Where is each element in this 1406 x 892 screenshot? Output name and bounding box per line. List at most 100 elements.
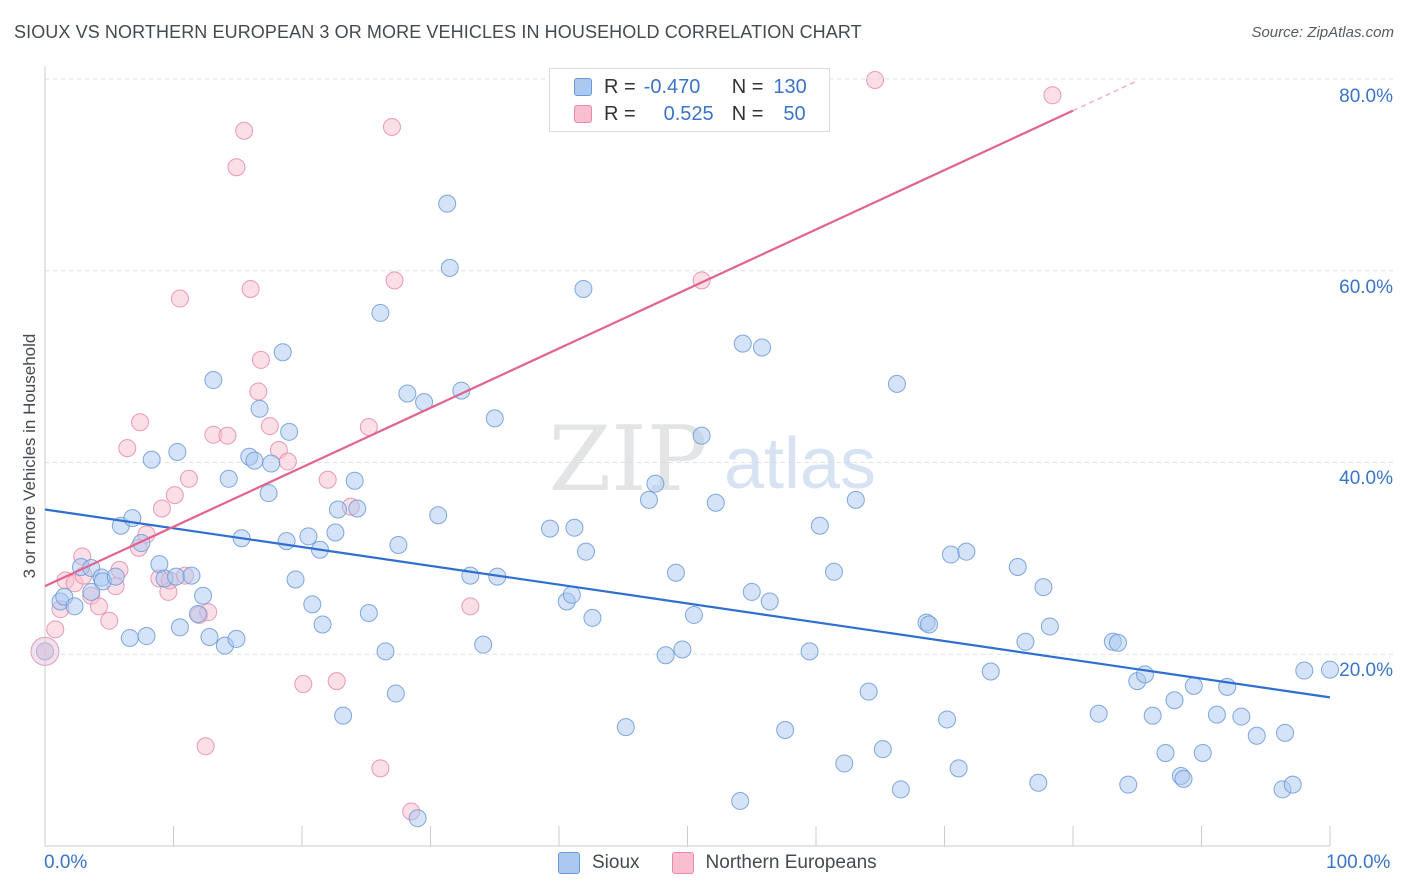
- sioux-point: [810, 516, 829, 535]
- sioux-point: [227, 629, 246, 648]
- sioux-point: [753, 338, 772, 357]
- northern-europeans-point: [196, 737, 215, 756]
- northern-europeans-point: [294, 674, 313, 693]
- sioux-point: [673, 640, 692, 659]
- sioux-point: [1193, 744, 1212, 763]
- chart-title: SIOUX VS NORTHERN EUROPEAN 3 OR MORE VEH…: [14, 22, 862, 42]
- sioux-point: [639, 490, 658, 509]
- axes: [44, 66, 1331, 847]
- northern-europeans-point: [170, 289, 189, 308]
- watermark-atlas: atlas: [724, 424, 876, 504]
- x-tick-label-min: 0.0%: [44, 852, 88, 873]
- sioux-point: [334, 706, 353, 725]
- northern-europeans-point: [371, 759, 390, 778]
- sioux-point: [438, 194, 457, 213]
- sioux-point: [583, 608, 602, 627]
- sioux-point: [835, 754, 854, 773]
- northern-europeans-point: [251, 350, 270, 369]
- sioux-point: [485, 409, 504, 428]
- sioux-point: [273, 343, 292, 362]
- sioux-point: [1008, 558, 1027, 577]
- sioux-point: [1247, 726, 1266, 745]
- sioux-point: [250, 399, 269, 418]
- sioux-point: [981, 662, 1000, 681]
- sioux-point: [376, 642, 395, 661]
- sioux-point: [1034, 578, 1053, 597]
- northern-europeans-point: [260, 417, 279, 436]
- sioux-point: [245, 451, 264, 470]
- sioux-point: [859, 682, 878, 701]
- northern-europeans-point: [100, 611, 119, 630]
- sioux-points: [30, 194, 1339, 828]
- sioux-point: [204, 371, 223, 390]
- sioux-point: [1174, 769, 1193, 788]
- sioux-point: [65, 597, 84, 616]
- northern-europeans-point: [46, 620, 65, 639]
- northern-europeans-point: [385, 271, 404, 290]
- sioux-point: [194, 586, 213, 605]
- northern-europeans-point: [241, 279, 260, 298]
- sioux-point: [1283, 775, 1302, 794]
- legend-item-sioux: Sioux: [558, 852, 640, 874]
- series-legend: Sioux Northern Europeans: [558, 852, 909, 874]
- y-tick-label-60: 60.0%: [1339, 277, 1393, 298]
- source-credit: Source: ZipAtlas.com: [1251, 24, 1394, 41]
- northern-europeans-swatch: [574, 105, 592, 123]
- stats-row-northern-europeans: R = 0.525 N = 50: [574, 101, 806, 127]
- sioux-point: [684, 605, 703, 624]
- sioux-point: [873, 740, 892, 759]
- r-label: R =: [604, 102, 636, 125]
- sioux-point: [262, 454, 281, 473]
- sioux-point: [576, 542, 595, 561]
- sioux-point: [286, 570, 305, 589]
- sioux-swatch: [574, 78, 592, 96]
- sioux-point: [1143, 706, 1162, 725]
- sioux-point: [1232, 707, 1251, 726]
- sioux-point: [1295, 661, 1314, 680]
- sioux-point: [328, 500, 347, 519]
- sioux-point: [1207, 705, 1226, 724]
- sioux-point: [1089, 704, 1108, 723]
- sioux-legend-swatch: [558, 852, 580, 874]
- sioux-point: [461, 566, 480, 585]
- sioux-point: [692, 426, 711, 445]
- sioux-point: [891, 780, 910, 799]
- sioux-point: [137, 627, 156, 646]
- watermark: ZIP atlas: [549, 407, 876, 512]
- sioux-point: [920, 615, 939, 634]
- sioux-point: [277, 532, 296, 551]
- northern-europeans-point: [866, 70, 885, 89]
- northern-europeans-trend-extension: [1072, 80, 1138, 112]
- northern-europeans-point: [131, 413, 150, 432]
- sioux-point: [565, 518, 584, 537]
- sioux-point: [345, 471, 364, 490]
- y-tick-label-80: 80.0%: [1339, 86, 1393, 107]
- sioux-point: [938, 710, 957, 729]
- sioux-point: [168, 442, 187, 461]
- sioux-point: [800, 642, 819, 661]
- sioux-point: [666, 563, 685, 582]
- sioux-point: [1016, 632, 1035, 651]
- sioux-point: [949, 759, 968, 778]
- northern-europeans-point: [179, 469, 198, 488]
- r-value: 0.525: [663, 102, 714, 125]
- sioux-point: [142, 450, 161, 469]
- sioux-point: [106, 567, 125, 586]
- northern-europeans-point: [318, 470, 337, 489]
- sioux-point: [1321, 660, 1339, 679]
- sioux-trend-line: [44, 508, 1331, 699]
- northern-europeans-point: [118, 439, 137, 458]
- sioux-point: [1108, 633, 1127, 652]
- sioux-point: [313, 615, 332, 634]
- northern-europeans-point: [327, 672, 346, 691]
- sioux-point: [760, 592, 779, 611]
- sioux-point: [824, 562, 843, 581]
- n-label: N =: [731, 75, 764, 98]
- sioux-point: [887, 374, 906, 393]
- sioux-point: [541, 519, 560, 538]
- sioux-point: [1029, 773, 1048, 792]
- legend-item-northern-europeans: Northern Europeans: [671, 852, 877, 874]
- northern-europeans-point: [382, 117, 401, 136]
- sioux-point: [646, 474, 665, 493]
